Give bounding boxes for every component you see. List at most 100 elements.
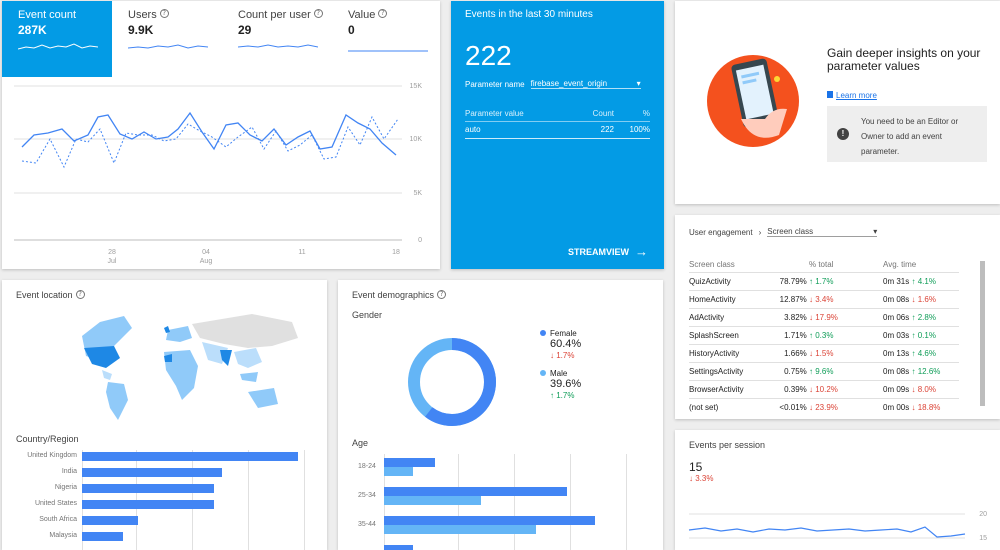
table-row[interactable]: SettingsActivity 0.75% ↑ 9.6% 0m 08s ↑ 12.… bbox=[689, 362, 959, 381]
event-location-card: Event location? Country/Region United Ki… bbox=[2, 280, 327, 550]
metric-tab-event-count[interactable]: Event count 287K bbox=[2, 1, 112, 77]
age-heading: Age bbox=[352, 438, 369, 448]
insights-promo-card: Gain deeper insights on your parameter v… bbox=[675, 1, 1000, 204]
country-bar[interactable] bbox=[82, 452, 298, 461]
age-bar-secondary[interactable] bbox=[384, 525, 536, 534]
screen-class-name: SplashScreen bbox=[689, 326, 779, 345]
age-bar-secondary[interactable] bbox=[384, 496, 481, 505]
legend-value: 39.6% bbox=[550, 378, 582, 390]
country-bar-chart: United Kingdom India Nigeria United States S… bbox=[2, 450, 327, 550]
country-bar[interactable] bbox=[82, 532, 124, 541]
row-value: auto bbox=[465, 125, 481, 134]
sparkline bbox=[348, 50, 428, 52]
table-row[interactable]: SplashScreen 1.71% ↑ 0.3% 0m 03s ↑ 0.1% bbox=[689, 326, 959, 345]
help-icon[interactable]: ? bbox=[437, 290, 447, 299]
country-bar[interactable] bbox=[82, 500, 214, 509]
help-icon[interactable]: ? bbox=[159, 9, 169, 18]
change-down-icon: ↓ 3.4% bbox=[809, 295, 834, 304]
card-title: Events per session bbox=[689, 440, 766, 450]
age-bar-primary[interactable] bbox=[384, 458, 435, 467]
streamview-button[interactable]: STREAMVIEW → bbox=[568, 244, 648, 259]
female-legend: Female 60.4% ↓ 1.7% bbox=[540, 328, 581, 361]
table-row: auto 222 100% bbox=[465, 125, 650, 134]
table-row[interactable]: (not set) <0.01% ↓ 23.9% 0m 00s ↓ 18.8% bbox=[689, 398, 959, 416]
metric-label: Count per user bbox=[238, 9, 311, 21]
pct-total-cell: 1.66% ↓ 1.5% bbox=[779, 344, 879, 363]
dropdown-arrow-icon: ▾ bbox=[873, 227, 878, 236]
pct-total-cell: 0.39% ↓ 10.2% bbox=[779, 380, 879, 399]
avg-time-cell: 0m 08s ↑ 12.6% bbox=[879, 362, 959, 381]
male-legend: Male 39.6% ↑ 1.7% bbox=[540, 368, 581, 401]
help-icon[interactable]: ? bbox=[378, 9, 388, 18]
screen-class-name: SettingsActivity bbox=[689, 362, 779, 381]
country-bar[interactable] bbox=[82, 484, 214, 493]
metric-value: 9.9K bbox=[128, 23, 154, 37]
learn-more-link[interactable]: Learn more bbox=[827, 91, 877, 100]
help-icon[interactable]: ? bbox=[75, 290, 85, 299]
change-down-icon: ↓ 1.5% bbox=[809, 349, 834, 358]
screen-class-name: BrowserActivity bbox=[689, 380, 779, 399]
eps-line bbox=[688, 526, 966, 538]
gender-donut-chart bbox=[408, 338, 496, 426]
screen-class-name: AdActivity bbox=[689, 308, 779, 327]
eps-change: 3.3% bbox=[695, 474, 714, 483]
events-per-session-card: Events per session 15 ↓ 3.3% 20 15 bbox=[675, 430, 1000, 550]
age-bar-primary[interactable] bbox=[384, 516, 596, 525]
table-row[interactable]: HistoryActivity 1.66% ↓ 1.5% 0m 13s ↑ 4.6% bbox=[689, 344, 959, 363]
change-up-icon: ↑ 4.6% bbox=[911, 349, 936, 358]
column-header: Parameter value bbox=[465, 109, 524, 118]
column-header: % total bbox=[809, 260, 834, 269]
chevron-right-icon: › bbox=[758, 227, 762, 237]
screen-class-name: (not set) bbox=[689, 398, 779, 416]
parameter-name-select[interactable]: firebase_event_origin ▾ bbox=[530, 79, 641, 89]
change-up-icon: ↑ 4.1% bbox=[911, 277, 936, 286]
metric-value: 0 bbox=[348, 23, 355, 37]
age-bar-secondary[interactable] bbox=[384, 467, 413, 476]
breadcrumb-user-engagement[interactable]: User engagement bbox=[689, 227, 753, 237]
help-icon[interactable]: ? bbox=[313, 9, 323, 18]
table-row[interactable]: BrowserActivity 0.39% ↓ 10.2% 0m 09s ↓ 8.0… bbox=[689, 380, 959, 399]
metric-tab-value[interactable]: Value? 0 bbox=[332, 1, 440, 77]
table-row[interactable]: QuizActivity 78.79% ↑ 1.7% 0m 31s ↑ 4.1% bbox=[689, 272, 959, 291]
row-count: 222 bbox=[600, 125, 614, 134]
change-down-icon: ↓ 10.2% bbox=[809, 385, 838, 394]
metric-label: Users bbox=[128, 9, 157, 21]
avg-time-cell: 0m 08s ↓ 1.6% bbox=[879, 290, 959, 309]
country-label: Nigeria bbox=[54, 484, 77, 491]
selected-dimension: Screen class bbox=[767, 227, 814, 236]
legend-change: 1.7% bbox=[556, 351, 575, 360]
avg-time-cell: 0m 09s ↓ 8.0% bbox=[879, 380, 959, 399]
metric-tab-users[interactable]: Users? 9.9K bbox=[112, 1, 222, 77]
metric-tab-count-per-user[interactable]: Count per user? 29 bbox=[222, 1, 332, 77]
pct-total-cell: 1.71% ↑ 0.3% bbox=[779, 326, 879, 345]
world-map[interactable] bbox=[52, 308, 312, 428]
age-label: 18-24 bbox=[358, 463, 376, 470]
change-up-icon: ↑ 0.1% bbox=[911, 331, 936, 340]
country-bar[interactable] bbox=[82, 516, 139, 525]
table-row[interactable]: AdActivity 3.82% ↓ 17.9% 0m 06s ↑ 2.8% bbox=[689, 308, 959, 327]
screen-class-select[interactable]: Screen class ▾ bbox=[767, 227, 878, 237]
parameter-name-label: Parameter name bbox=[465, 79, 525, 89]
phone-hand-illustration bbox=[707, 55, 799, 147]
screen-class-name: QuizActivity bbox=[689, 272, 779, 291]
x-tick-label: 28 bbox=[108, 249, 116, 256]
age-bar-primary[interactable] bbox=[384, 487, 567, 496]
arrow-up-icon: ↑ bbox=[550, 391, 557, 400]
table-row[interactable]: HomeActivity 12.87% ↓ 3.4% 0m 08s ↓ 1.6% bbox=[689, 290, 959, 309]
event-count-chart: 15K 10K 5K 0 28 Jul 04 Aug 11 18 bbox=[14, 83, 422, 265]
sparkline bbox=[17, 43, 99, 50]
x-tick-label: Aug bbox=[200, 258, 213, 265]
scrollbar[interactable] bbox=[980, 261, 985, 406]
event-metrics-card: Event count 287K Users? 9.9K Count per u… bbox=[2, 1, 440, 269]
promo-title: Gain deeper insights on your parameter v… bbox=[827, 46, 981, 73]
column-header: % bbox=[642, 109, 650, 118]
series-line-previous bbox=[21, 115, 399, 169]
country-bar[interactable] bbox=[82, 468, 223, 477]
pct-total-cell: 12.87% ↓ 3.4% bbox=[779, 290, 879, 309]
card-title: Event location bbox=[16, 290, 73, 300]
age-bar-primary[interactable] bbox=[384, 545, 413, 550]
arrow-right-icon: → bbox=[635, 244, 648, 259]
metric-label: Value bbox=[348, 9, 376, 21]
legend-label: Male bbox=[550, 369, 568, 378]
female-segment bbox=[408, 338, 496, 426]
